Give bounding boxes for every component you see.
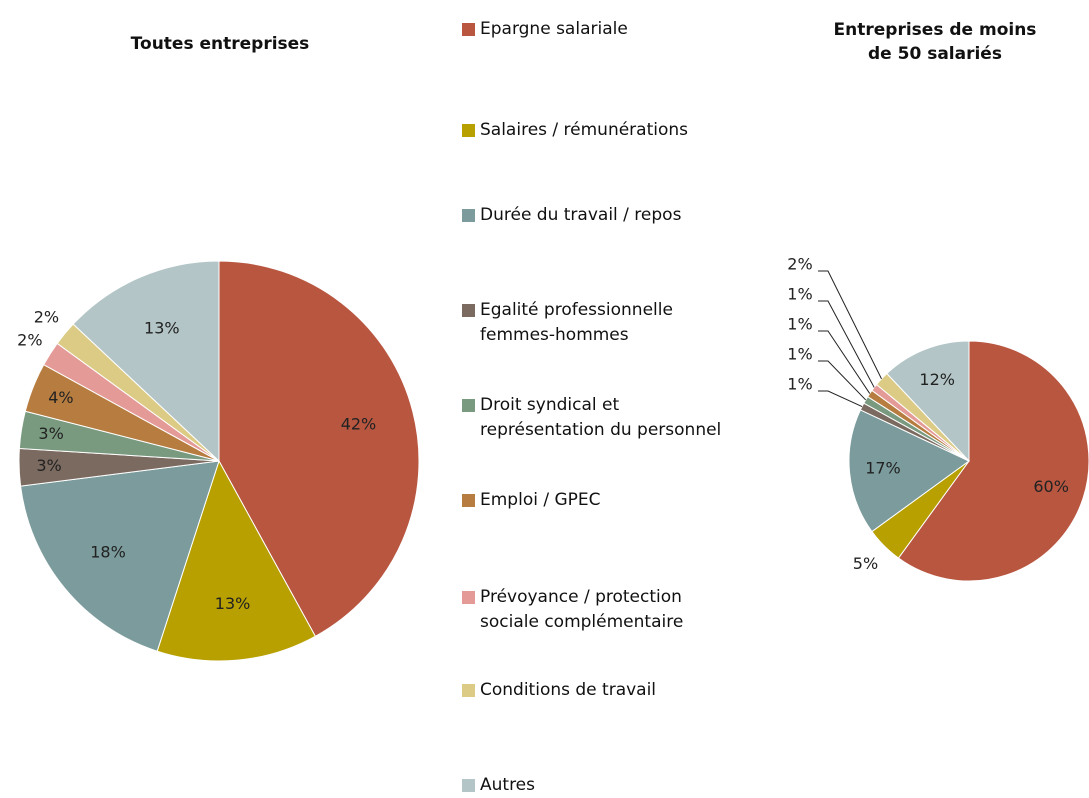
data-label: 1%: [787, 345, 812, 364]
legend-item: Durée du travail / repos: [462, 203, 742, 228]
data-label: 1%: [787, 315, 812, 334]
leader-line: [818, 300, 875, 388]
data-label: 4%: [48, 388, 73, 407]
legend-item: Autres: [462, 773, 742, 798]
chart-title: Entreprises de moins de 50 salariés: [833, 20, 1037, 64]
legend-label: Conditions de travail: [480, 680, 657, 700]
legend-item: Epargne salariale: [462, 17, 742, 42]
data-label: 18%: [90, 542, 126, 561]
legend-label: Egalité professionnelle femmes-hommes: [480, 300, 673, 345]
legend-swatch: [462, 779, 475, 792]
leader-line: [818, 270, 882, 380]
pie-slice: [886, 340, 970, 463]
legend-item: Prévoyance / protection sociale compléme…: [462, 585, 742, 635]
legend-swatch: [462, 304, 475, 317]
legend-swatch: [462, 591, 475, 604]
legend-label: Prévoyance / protection sociale compléme…: [480, 587, 684, 632]
data-label: 2%: [787, 255, 812, 274]
leader-line: [818, 390, 863, 407]
legend-swatch: [462, 209, 475, 222]
legend-swatch: [462, 124, 475, 137]
leader-line: [818, 360, 867, 401]
data-label: 42%: [341, 415, 377, 434]
pie-slice: [218, 260, 420, 637]
legend-item: Egalité professionnelle femmes-hommes: [462, 298, 742, 348]
data-label: 2%: [17, 330, 42, 349]
legend-swatch: [462, 399, 475, 412]
legend-label: Durée du travail / repos: [480, 205, 682, 225]
data-label: 1%: [787, 375, 812, 394]
data-label: 13%: [215, 594, 251, 613]
data-label: 3%: [36, 456, 61, 475]
pie-slice: [20, 460, 220, 652]
legend-item: Droit syndical et représentation du pers…: [462, 393, 742, 443]
legend-swatch: [462, 494, 475, 507]
pie-slice: [72, 260, 220, 463]
legend-item: Conditions de travail: [462, 678, 742, 703]
data-label: 3%: [38, 424, 63, 443]
data-label: 5%: [853, 554, 878, 573]
data-label: 60%: [1033, 477, 1069, 496]
legend-label: Salaires / rémunérations: [480, 120, 689, 140]
data-label: 13%: [144, 318, 180, 337]
legend-item: Salaires / rémunérations: [462, 118, 742, 143]
data-label: 2%: [34, 308, 59, 327]
legend-swatch: [462, 684, 475, 697]
chart-title: Toutes entreprises: [130, 34, 310, 54]
legend-item: Emploi / GPEC: [462, 488, 742, 513]
legend-label: Droit syndical et représentation du pers…: [480, 395, 722, 440]
data-label: 12%: [919, 370, 955, 389]
leader-line: [818, 330, 871, 394]
legend-swatch: [462, 23, 475, 36]
legend-label: Autres: [480, 775, 536, 795]
legend-label: Emploi / GPEC: [480, 490, 601, 510]
data-label: 17%: [865, 459, 901, 478]
data-label: 1%: [787, 285, 812, 304]
pie-slice: [156, 459, 317, 662]
pie-slice: [848, 409, 970, 533]
pie-slice: [897, 340, 1089, 582]
legend-label: Epargne salariale: [480, 19, 628, 39]
